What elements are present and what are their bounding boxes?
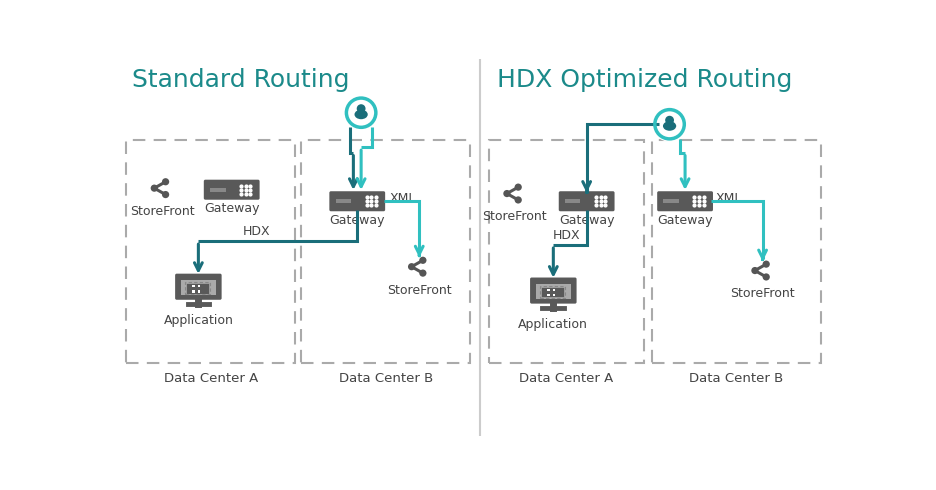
Circle shape [665,116,674,124]
Circle shape [419,257,427,264]
Circle shape [151,185,158,192]
Text: Gateway: Gateway [657,214,713,226]
FancyBboxPatch shape [210,188,226,192]
Circle shape [419,270,427,277]
Text: HDX: HDX [553,229,580,242]
Text: HDX: HDX [242,225,271,238]
Circle shape [162,178,169,185]
Circle shape [357,104,366,113]
FancyBboxPatch shape [197,285,200,287]
Text: Gateway: Gateway [329,214,385,226]
Text: StoreFront: StoreFront [730,288,795,300]
FancyBboxPatch shape [530,277,577,304]
Text: StoreFront: StoreFront [130,205,195,218]
Text: Data Center A: Data Center A [164,372,258,385]
FancyBboxPatch shape [548,294,549,296]
Circle shape [504,190,510,197]
Circle shape [763,261,769,268]
Ellipse shape [355,110,368,119]
Ellipse shape [663,121,676,131]
Circle shape [515,184,522,191]
Text: Data Center B: Data Center B [339,372,433,385]
Text: StoreFront: StoreFront [482,211,547,223]
FancyBboxPatch shape [181,280,216,295]
FancyBboxPatch shape [657,191,713,211]
Circle shape [408,263,416,270]
FancyBboxPatch shape [193,291,195,293]
Text: Data Center B: Data Center B [689,372,783,385]
Text: Application: Application [519,318,588,331]
Circle shape [752,267,758,274]
FancyBboxPatch shape [175,274,222,300]
Text: Data Center A: Data Center A [519,372,614,385]
Circle shape [162,191,169,198]
Circle shape [346,98,376,127]
Circle shape [655,110,684,139]
FancyBboxPatch shape [664,199,679,203]
FancyBboxPatch shape [553,289,555,291]
FancyBboxPatch shape [565,199,580,203]
FancyBboxPatch shape [335,199,351,203]
Text: Gateway: Gateway [559,214,614,226]
FancyBboxPatch shape [535,284,571,299]
FancyBboxPatch shape [553,294,555,296]
FancyBboxPatch shape [548,289,549,291]
Text: StoreFront: StoreFront [387,284,451,296]
FancyBboxPatch shape [329,191,385,211]
FancyBboxPatch shape [197,291,200,293]
Circle shape [515,196,522,203]
Circle shape [763,273,769,281]
Text: XML: XML [716,192,742,205]
FancyBboxPatch shape [193,285,195,287]
Text: XML: XML [389,192,417,205]
FancyBboxPatch shape [186,283,209,294]
FancyBboxPatch shape [541,287,564,297]
Text: Application: Application [164,314,233,327]
FancyBboxPatch shape [204,180,259,200]
Text: Gateway: Gateway [204,202,259,215]
Text: Standard Routing: Standard Routing [133,68,350,92]
Text: HDX Optimized Routing: HDX Optimized Routing [497,68,792,92]
FancyBboxPatch shape [559,191,615,211]
